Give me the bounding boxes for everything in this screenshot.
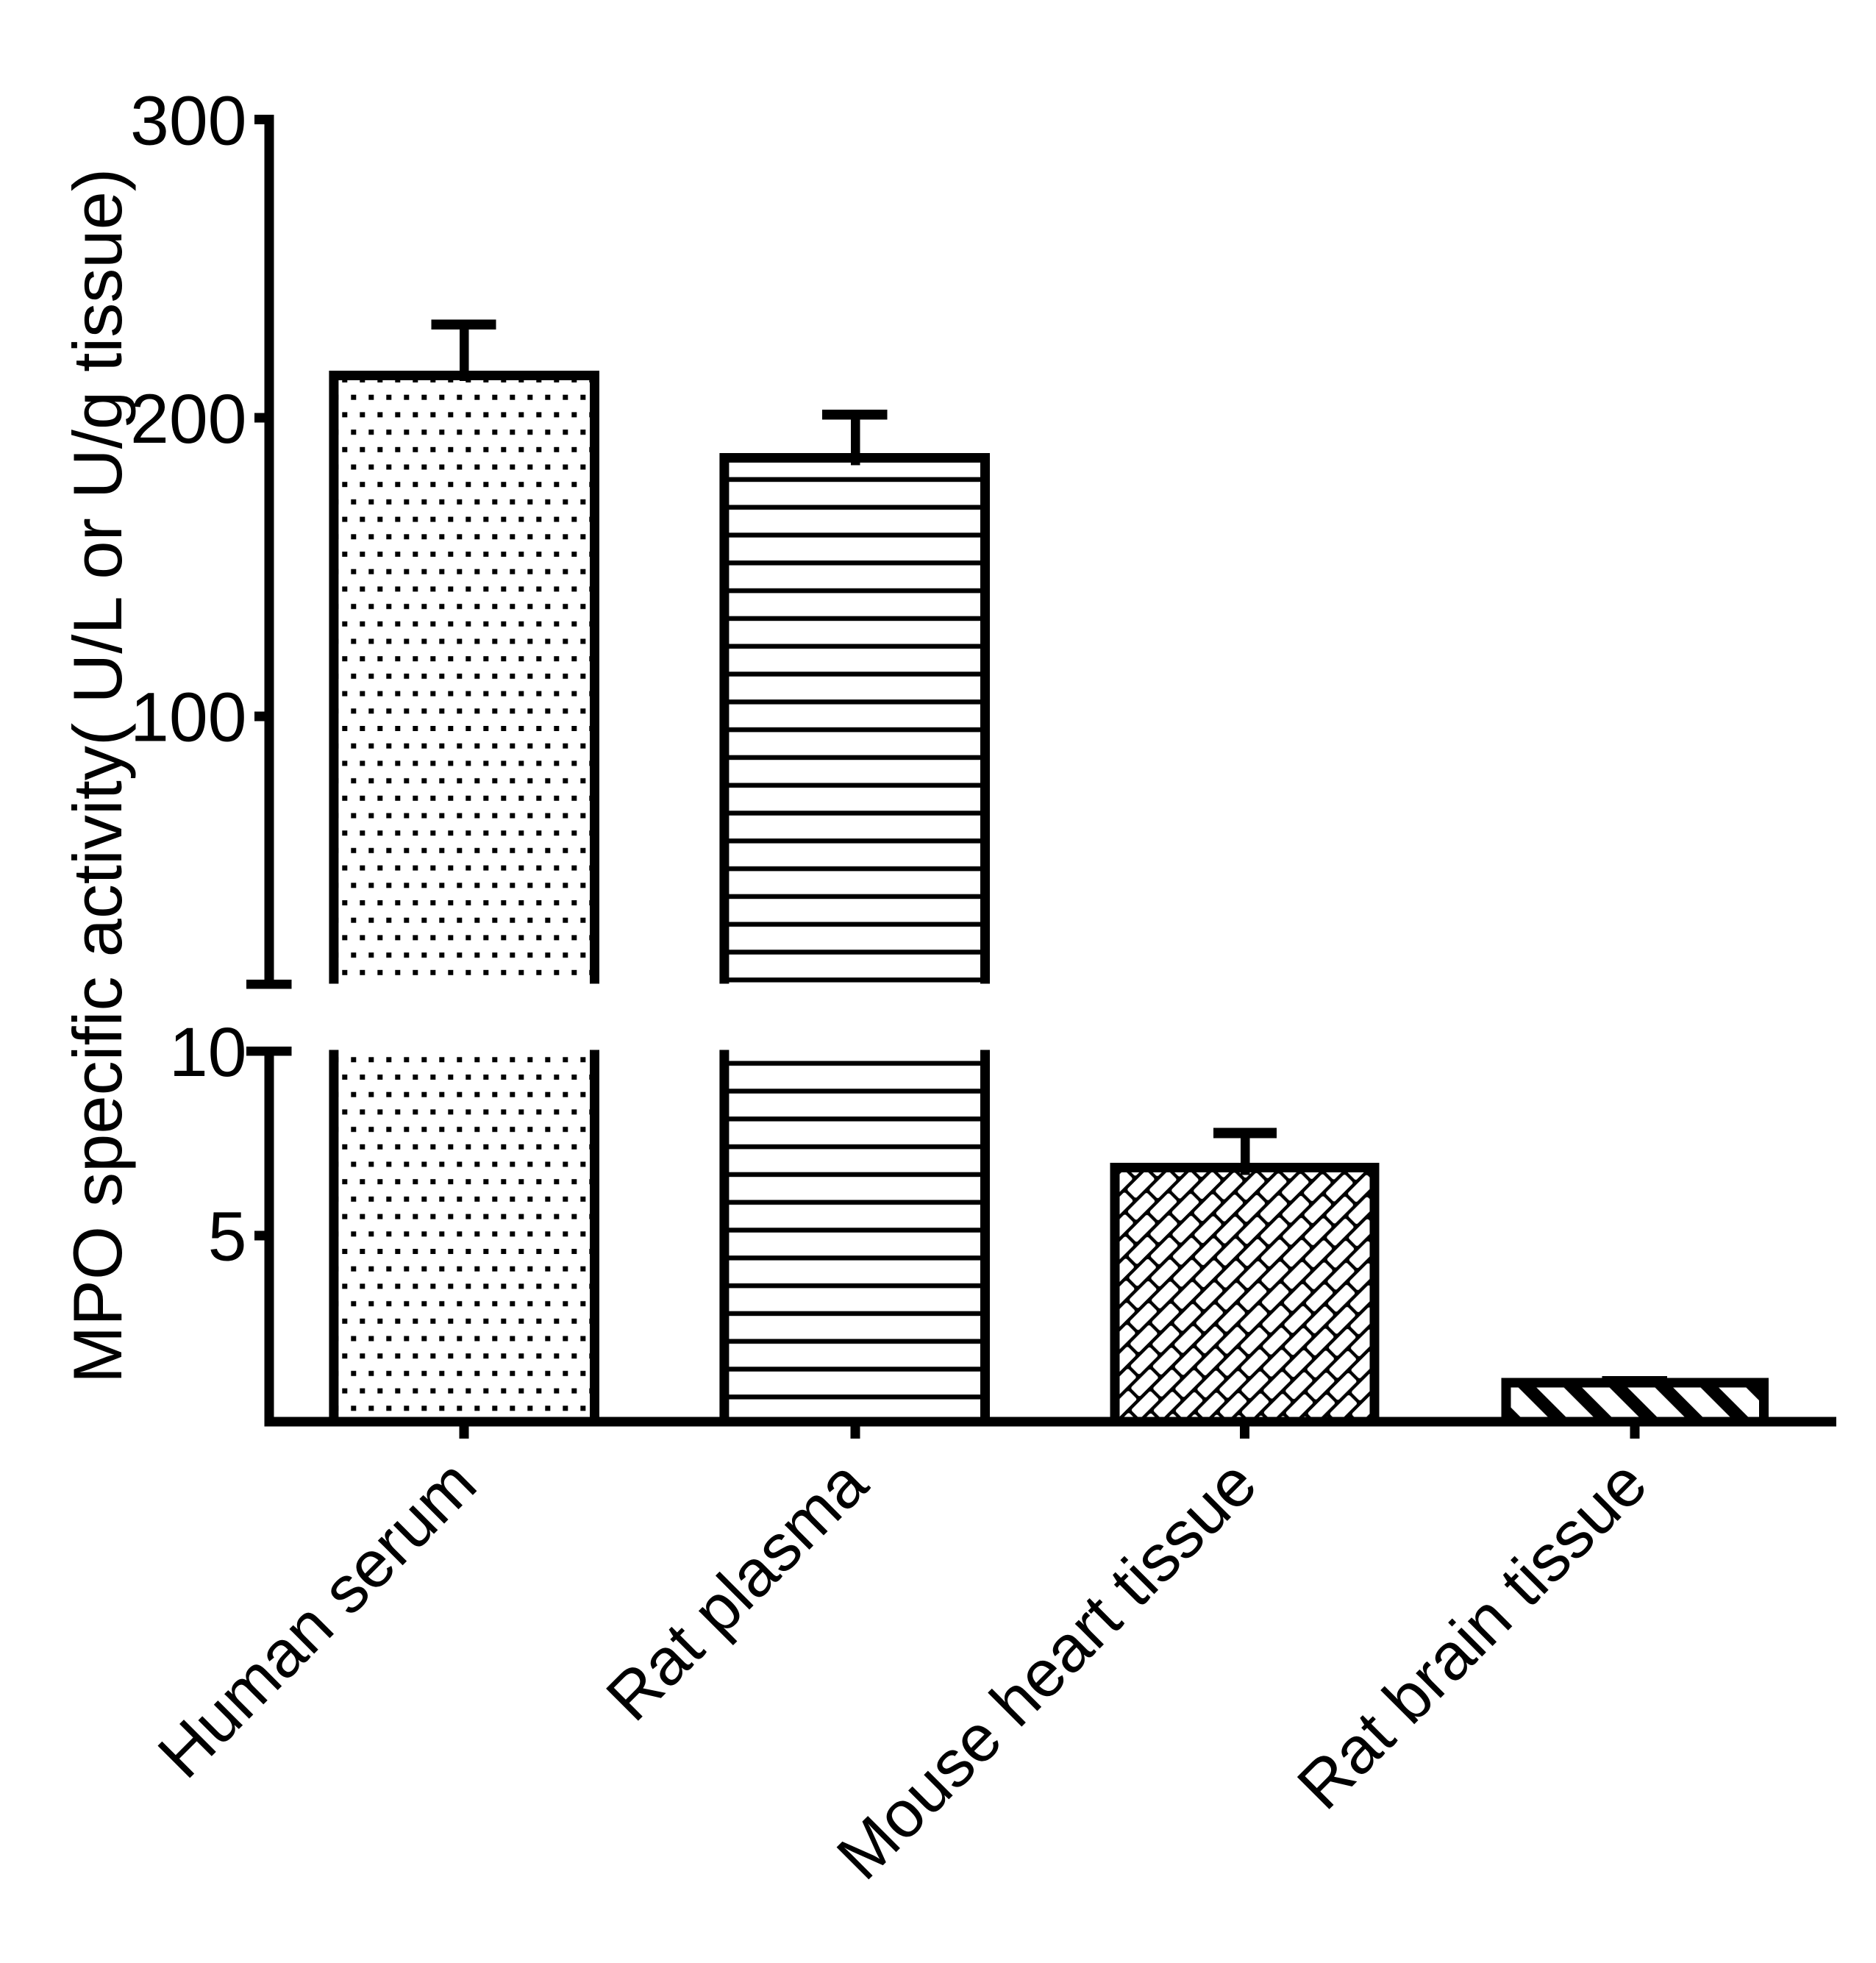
svg-text:5: 5 [208, 1198, 247, 1276]
svg-text:10: 10 [169, 1013, 247, 1091]
svg-text:300: 300 [130, 82, 247, 160]
svg-text:100: 100 [130, 679, 247, 757]
svg-text:MPO specific activity( U/L or: MPO specific activity( U/L or U/g tissue… [59, 168, 136, 1383]
svg-text:200: 200 [130, 380, 247, 458]
